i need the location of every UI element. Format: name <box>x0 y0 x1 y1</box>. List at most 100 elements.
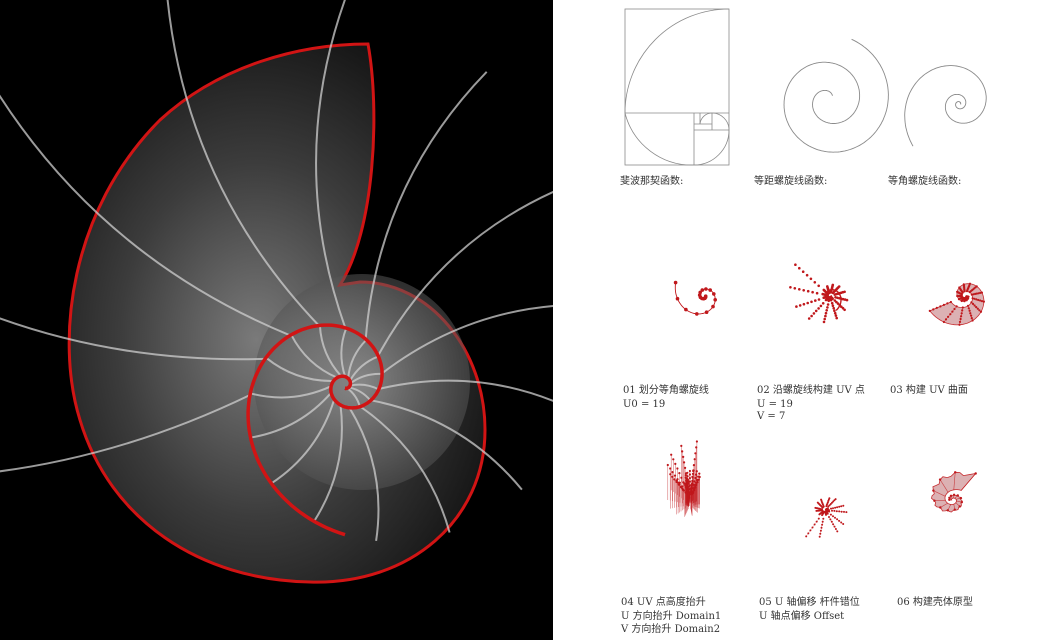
uv-point <box>831 283 835 287</box>
uv-surface-point <box>972 293 975 296</box>
uv-point <box>834 314 838 317</box>
uv-point <box>810 300 813 304</box>
uv-surface-point <box>973 304 976 307</box>
uv-point <box>824 314 827 318</box>
shell-prototype-surface <box>931 471 977 513</box>
lifted-point <box>696 479 699 482</box>
logarithmic-spiral-curve <box>904 65 987 147</box>
uv-surface-point <box>979 291 982 294</box>
fibonacci-rectangles-diagram <box>624 8 730 166</box>
uv-point <box>802 289 805 292</box>
uv-surface-point <box>958 286 961 289</box>
uv-point <box>840 305 843 309</box>
nautilus-shell-photo <box>0 0 553 640</box>
offset-point <box>816 501 819 504</box>
uv-surface-point <box>949 313 952 316</box>
septum-line <box>349 383 380 391</box>
nautilus-shell-graphic <box>0 0 553 584</box>
logarithmic-spiral-diagram <box>904 65 987 147</box>
uv-surface-point <box>962 283 965 286</box>
lifted-point <box>684 466 687 469</box>
offset-point <box>834 528 837 530</box>
offset-point <box>828 516 830 518</box>
lifted-point <box>682 455 685 458</box>
offset-point <box>830 520 833 523</box>
uv-point <box>824 298 828 302</box>
lifted-point <box>695 440 698 443</box>
uv-point <box>789 286 792 289</box>
lifted-point <box>680 444 683 447</box>
shell-rib <box>933 490 946 497</box>
septum-line <box>359 405 451 533</box>
lifted-point <box>695 481 698 484</box>
uv-point <box>845 298 849 302</box>
uv-surface-point <box>970 317 973 320</box>
offset-point <box>828 497 831 500</box>
lifted-point <box>666 463 669 467</box>
uv-surface-point <box>977 292 980 295</box>
uv-point <box>793 287 797 290</box>
uv-surface-point <box>982 300 985 303</box>
fib-arc <box>624 8 730 114</box>
lifted-point <box>676 467 679 470</box>
uv-surface-point <box>961 309 964 312</box>
offset-point <box>820 526 823 529</box>
septum-line <box>349 355 379 382</box>
step-02-uv-points-diagram <box>789 263 849 324</box>
uv-point <box>798 266 801 270</box>
uv-point <box>826 306 829 309</box>
lifted-point <box>670 453 673 456</box>
uv-surface-point <box>935 306 938 309</box>
uv-point <box>843 290 846 294</box>
shell-rib <box>953 472 956 490</box>
diagram-canvas <box>624 8 987 538</box>
septum-line <box>381 304 553 375</box>
parametric-diagram-panel: 斐波那契函数: 等距螺旋线函数: 等角螺旋线函数: 01 划分等角螺旋线 U0 … <box>553 0 1047 640</box>
shell-rib-point <box>932 489 935 492</box>
label-archimedean: 等距螺旋线函数: <box>754 176 828 187</box>
uv-surface-point <box>928 309 931 312</box>
uv-point <box>836 302 840 305</box>
offset-point <box>820 498 823 501</box>
uv-surface-point <box>975 292 978 295</box>
uv-surface-point <box>958 323 961 326</box>
offset-point <box>833 509 836 512</box>
step-01-title: 01 划分等角螺旋线 <box>623 385 709 396</box>
septum-line <box>0 317 266 361</box>
septum-line <box>0 94 291 337</box>
offset-point <box>836 506 839 509</box>
uv-surface <box>929 283 985 326</box>
offset-point <box>826 512 829 515</box>
septum-line <box>290 334 338 379</box>
uv-point <box>827 299 830 303</box>
uv-point <box>833 311 837 315</box>
uv-core-spiral <box>825 288 842 311</box>
uv-point <box>810 314 813 318</box>
uv-point <box>817 298 821 301</box>
uv-point <box>843 308 846 312</box>
offset-point <box>842 504 845 507</box>
uv-surface-point <box>975 298 978 301</box>
offset-point <box>840 510 843 513</box>
step-06-shell-prototype-diagram <box>931 471 977 513</box>
uv-point <box>802 302 806 306</box>
offset-point <box>845 511 848 514</box>
step-04-height-lift-diagram <box>666 440 701 517</box>
shell-rib-point <box>949 494 953 497</box>
offset-point <box>825 513 827 516</box>
uv-point <box>826 285 829 288</box>
step-04-param-v: V 方向抬升 Domain2 <box>621 624 721 635</box>
uv-point <box>841 306 845 310</box>
septum-line <box>265 356 334 383</box>
lifted-point <box>674 462 677 465</box>
septum-line <box>340 327 348 378</box>
uv-surface-point <box>971 302 975 305</box>
uv-point <box>830 301 834 305</box>
offset-point <box>832 515 834 518</box>
lifted-point <box>669 467 672 470</box>
offset-point <box>833 525 836 528</box>
uv-point <box>821 302 825 305</box>
uv-surface-point <box>955 305 958 308</box>
septum-line <box>378 379 553 402</box>
septum-line <box>250 385 332 399</box>
